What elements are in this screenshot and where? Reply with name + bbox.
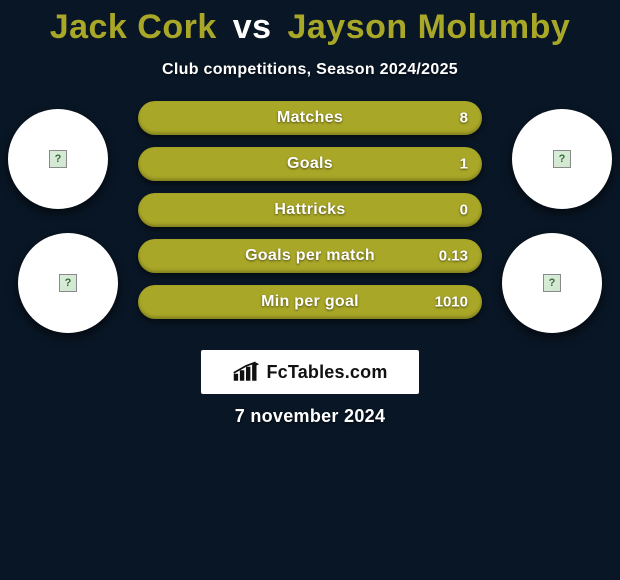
stat-bars: Matches 8 Goals 1 Hattricks 0 Goals per … — [138, 101, 482, 331]
image-placeholder-icon — [59, 274, 77, 292]
stat-bar: Min per goal 1010 — [138, 285, 482, 319]
title-player1: Jack Cork — [50, 8, 217, 46]
page-title: Jack Cork vs Jayson Molumby — [0, 0, 620, 47]
stat-label: Min per goal — [261, 293, 359, 311]
avatar-player2-club — [502, 233, 602, 333]
image-placeholder-icon — [49, 150, 67, 168]
stat-value: 0.13 — [439, 248, 468, 265]
title-vs: vs — [233, 8, 272, 46]
stat-bar: Matches 8 — [138, 101, 482, 135]
brand-badge: FcTables.com — [201, 350, 419, 394]
stat-value: 8 — [460, 110, 468, 127]
stat-bar: Goals per match 0.13 — [138, 239, 482, 273]
comparison-layout: Matches 8 Goals 1 Hattricks 0 Goals per … — [0, 101, 620, 351]
image-placeholder-icon — [553, 150, 571, 168]
stat-value: 0 — [460, 202, 468, 219]
stat-value: 1010 — [435, 294, 468, 311]
stat-label: Goals — [287, 155, 333, 173]
avatar-player1-club — [18, 233, 118, 333]
stat-value: 1 — [460, 156, 468, 173]
bar-chart-icon — [232, 361, 260, 383]
date-text: 7 november 2024 — [0, 406, 620, 427]
title-player2: Jayson Molumby — [287, 8, 570, 46]
stat-label: Goals per match — [245, 247, 375, 265]
avatar-player1-photo — [8, 109, 108, 209]
stat-label: Matches — [277, 109, 343, 127]
brand-text: FcTables.com — [266, 362, 387, 383]
subtitle: Club competitions, Season 2024/2025 — [0, 61, 620, 79]
stat-bar: Hattricks 0 — [138, 193, 482, 227]
avatar-player2-photo — [512, 109, 612, 209]
stat-bar: Goals 1 — [138, 147, 482, 181]
stat-label: Hattricks — [274, 201, 345, 219]
image-placeholder-icon — [543, 274, 561, 292]
